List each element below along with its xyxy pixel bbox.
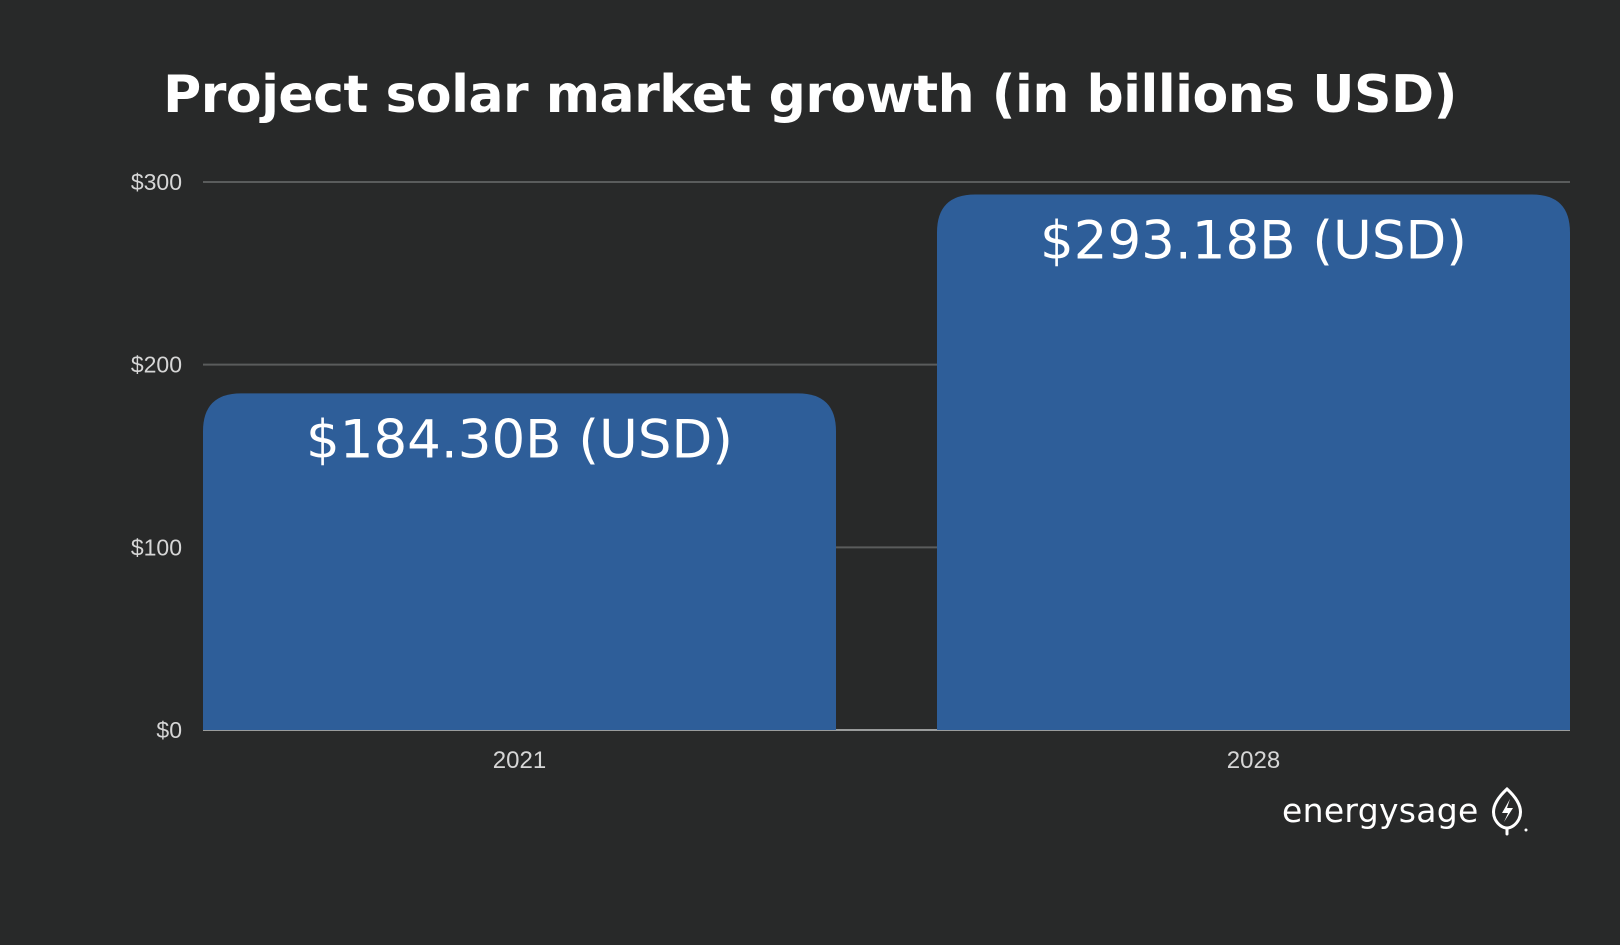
brand-logo: energysage: [1282, 786, 1529, 836]
data-label: $293.18B (USD): [1040, 210, 1467, 271]
x-axis-categories: 2021 2028: [493, 747, 1280, 774]
bar-2028: [937, 194, 1570, 730]
bar-2021: [203, 393, 836, 730]
leaf-bolt-icon: [1485, 786, 1529, 836]
x-category-label: 2021: [493, 747, 546, 774]
chart-title: Project solar market growth (in billions…: [163, 65, 1457, 125]
y-tick-label: $0: [156, 717, 182, 743]
data-labels: $184.30B (USD) $293.18B (USD): [306, 210, 1467, 470]
bars: [203, 194, 1570, 730]
y-tick-label: $300: [131, 169, 182, 195]
y-tick-label: $100: [131, 534, 182, 560]
y-tick-label: $200: [131, 352, 182, 378]
data-label: $184.30B (USD): [306, 409, 733, 470]
x-category-label: 2028: [1227, 747, 1280, 774]
brand-name: energysage: [1282, 791, 1479, 830]
y-axis-ticks: $0 $100 $200 $300: [131, 169, 182, 743]
